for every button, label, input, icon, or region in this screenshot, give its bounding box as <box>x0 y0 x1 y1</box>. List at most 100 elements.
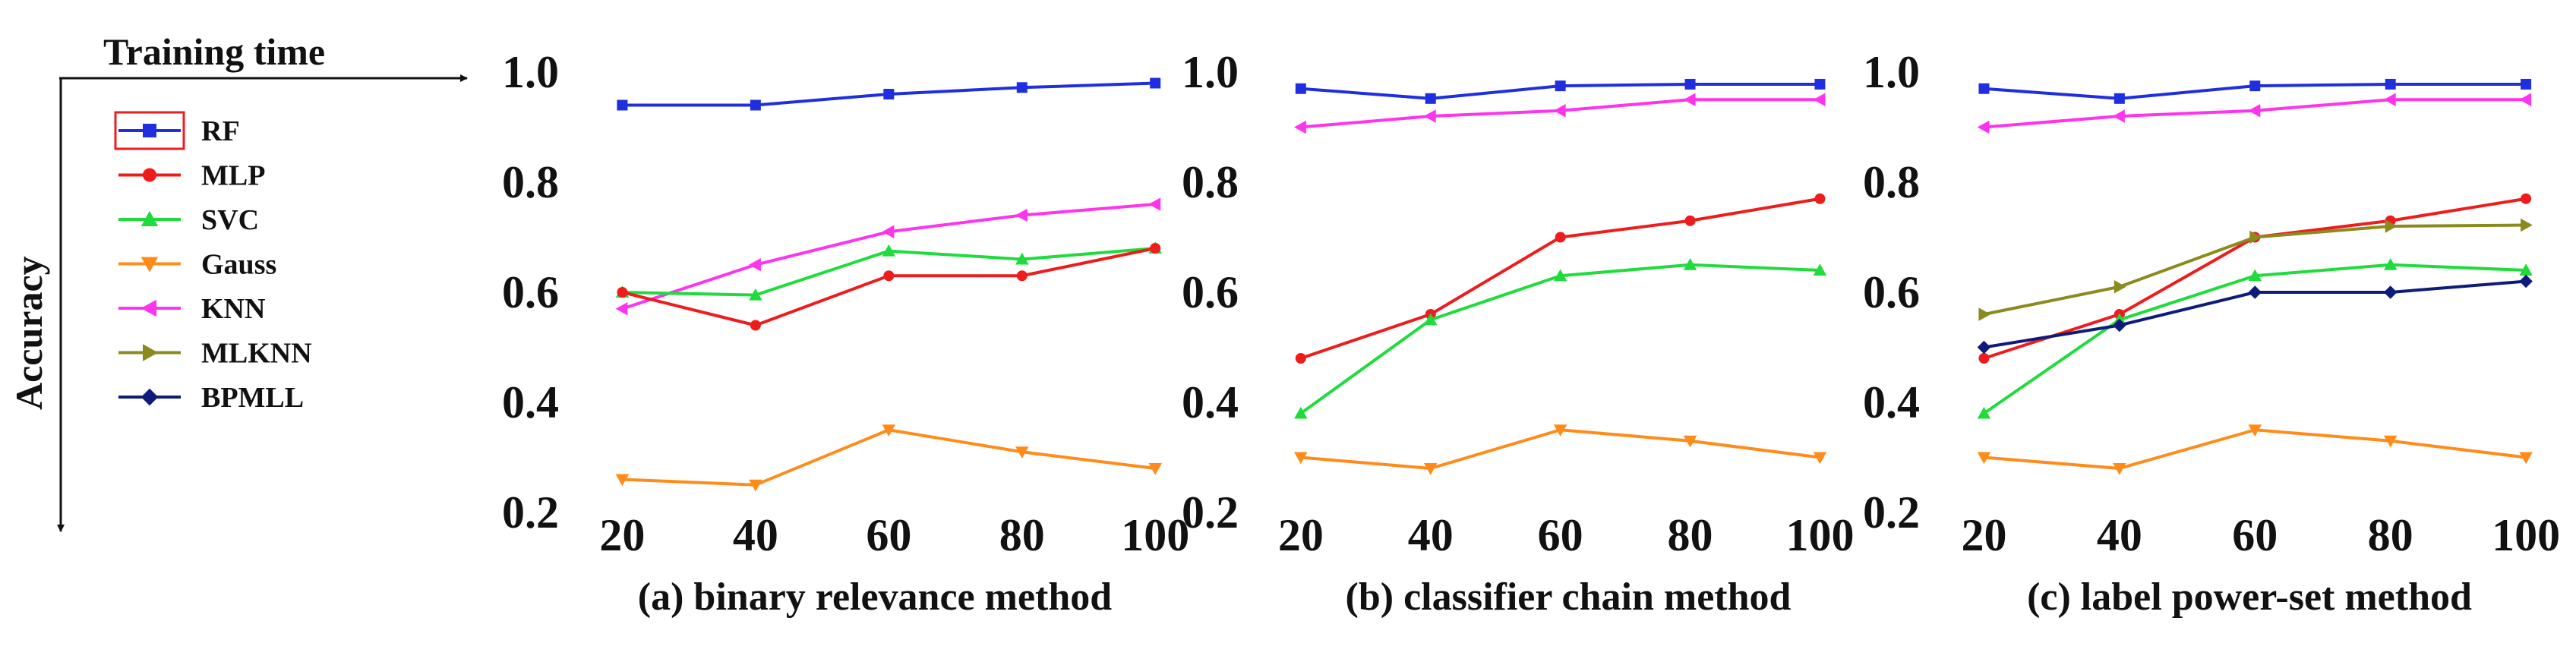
data-point <box>1150 77 1161 89</box>
data-point <box>617 99 628 111</box>
data-point <box>1148 463 1162 475</box>
series-line <box>1299 263 1820 415</box>
series-rf <box>1295 78 1826 104</box>
data-point <box>2521 218 2533 232</box>
data-point <box>1814 193 1826 204</box>
panel-binary-relevance: (a) binary relevance method 0.2 0.4 0.6 0.8… <box>502 47 1189 619</box>
data-point <box>1015 252 1029 265</box>
y-tick-label: 0.8 <box>1182 157 1239 207</box>
data-point <box>1684 78 1696 90</box>
data-point <box>2519 452 2533 465</box>
series-bpmll <box>1977 274 2533 355</box>
data-point <box>1294 120 1306 134</box>
data-point <box>750 99 761 111</box>
data-point <box>749 288 762 301</box>
data-point <box>615 474 630 487</box>
data-point <box>1423 109 1436 123</box>
data-point <box>1295 83 1306 94</box>
data-point <box>882 424 896 437</box>
y-tick-label: 0.2 <box>1863 487 1920 537</box>
x-tick-label: 100 <box>1121 510 1189 560</box>
data-point <box>617 287 628 298</box>
y-tick-label: 1.0 <box>1863 47 1920 97</box>
legend-label: KNN <box>201 293 265 325</box>
x-tick-label: 80 <box>1668 510 1713 560</box>
legend-label: RF <box>201 115 240 147</box>
y-tick-label: 0.8 <box>1863 157 1920 207</box>
data-point <box>2248 269 2262 282</box>
series-knn <box>615 197 1161 316</box>
data-point <box>1813 452 1827 465</box>
series-rf <box>617 77 1161 111</box>
data-point <box>2249 80 2261 92</box>
legend-item-gauss: Gauss <box>118 249 276 281</box>
data-point <box>883 270 895 282</box>
data-point <box>882 244 896 257</box>
data-point <box>1683 93 1696 106</box>
legend-item-mlknn: MLKNN <box>118 338 312 370</box>
data-point <box>2385 219 2398 233</box>
legend-item-svc: SVC <box>118 204 259 236</box>
x-key-title: Training time <box>103 30 325 73</box>
data-point <box>1016 82 1028 93</box>
y-tick-label: 0.6 <box>502 267 559 317</box>
y-tick-label: 0.6 <box>1863 267 1920 317</box>
legend-label: SVC <box>201 204 259 236</box>
x-tick-label: 100 <box>1785 510 1854 560</box>
data-point <box>1813 93 1826 106</box>
data-point <box>1294 406 1308 419</box>
y-tick-label: 0.4 <box>502 377 559 427</box>
data-point <box>1683 258 1697 270</box>
legend-label: MLKNN <box>201 338 312 370</box>
data-point <box>1294 452 1308 465</box>
data-point <box>1977 452 1991 465</box>
data-point <box>2248 285 2262 299</box>
data-point <box>2521 193 2532 204</box>
x-tick-label: 40 <box>2097 510 2142 560</box>
legend-swatch-marker <box>143 124 156 137</box>
axis-key: Training time Accuracy <box>8 30 468 532</box>
series-line <box>621 247 1156 327</box>
legend-item-rf: RF <box>118 115 240 147</box>
data-point <box>1555 232 1566 243</box>
x-tick-label: 20 <box>1961 510 2006 560</box>
data-point <box>2249 230 2262 244</box>
data-point <box>750 320 761 331</box>
y-key-title: Accuracy <box>8 256 50 410</box>
data-point <box>2519 274 2533 288</box>
data-point <box>1977 406 1991 419</box>
x-tick-label: 80 <box>999 510 1045 560</box>
legend-label: BPMLL <box>201 382 304 414</box>
data-point <box>1683 435 1697 448</box>
series-mlknn <box>1978 218 2533 321</box>
data-point <box>1978 83 1990 94</box>
data-point <box>615 302 628 316</box>
legend: RF MLP SVC Gauss KNN MLKNN BPMLL <box>114 111 312 414</box>
data-point <box>1553 269 1567 282</box>
legend-label: Gauss <box>201 249 276 281</box>
legend-swatch-marker <box>140 299 156 317</box>
data-point <box>2521 78 2532 90</box>
series-svc <box>1977 258 2533 419</box>
legend-swatch-marker <box>140 257 159 273</box>
legend-swatch-marker <box>140 210 159 226</box>
y-tick-label: 0.2 <box>502 487 559 537</box>
data-point <box>2383 93 2396 106</box>
data-point <box>1016 270 1028 282</box>
data-point <box>1813 263 1827 276</box>
series-line <box>622 428 1156 487</box>
y-tick-label: 0.8 <box>502 157 559 207</box>
data-point <box>2113 318 2126 333</box>
x-tick-label: 40 <box>1408 510 1454 560</box>
x-tick-label: 60 <box>866 510 911 560</box>
y-tick-label: 0.4 <box>1182 377 1239 427</box>
data-point <box>2383 258 2398 270</box>
legend-highlight-box <box>114 111 185 150</box>
data-point <box>749 258 761 272</box>
data-point <box>1977 340 1991 355</box>
series-gauss <box>615 424 1162 492</box>
data-point <box>2113 463 2126 475</box>
data-point <box>2114 93 2125 104</box>
data-point <box>2519 93 2532 106</box>
